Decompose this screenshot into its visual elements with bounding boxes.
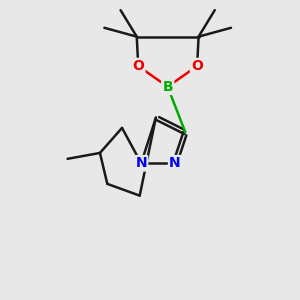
- Text: O: O: [191, 59, 203, 73]
- Text: N: N: [169, 156, 181, 170]
- Text: O: O: [132, 59, 144, 73]
- Text: B: B: [162, 80, 173, 94]
- Text: N: N: [135, 156, 147, 170]
